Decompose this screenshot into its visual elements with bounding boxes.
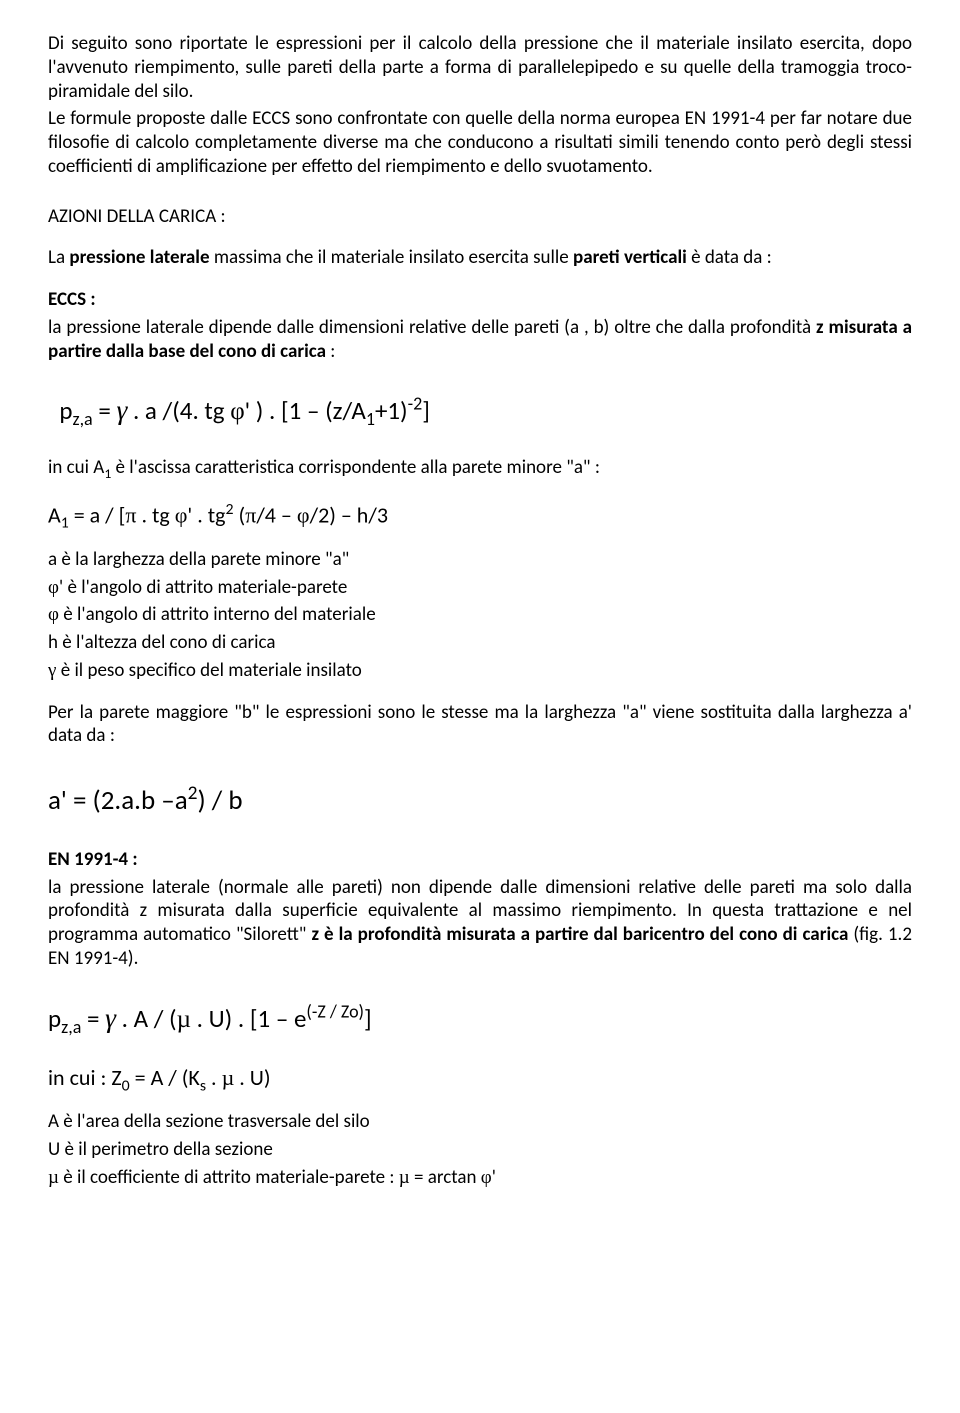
formula-text: ]	[364, 1003, 372, 1034]
formula-text: . A / (	[116, 1003, 177, 1034]
mu-symbol: µ	[177, 1006, 191, 1033]
formula-sup: -2	[408, 393, 423, 415]
eccs-bwall-paragraph: Per la parete maggiore "b" le espression…	[48, 701, 912, 749]
formula-p: p	[48, 1003, 61, 1034]
formula-text: in cui : Z	[48, 1064, 122, 1091]
text-fragment: massima che il materiale insilato eserci…	[210, 246, 573, 269]
text-fragment: è l'angolo di attrito interno del materi…	[59, 603, 376, 626]
formula-sup: (-Z / Zo)	[306, 1000, 364, 1022]
text-bold: pareti verticali	[573, 246, 687, 269]
formula-text: /4 –	[256, 502, 297, 529]
eccs-def-phiprime: φ' è l'angolo di attrito materiale-paret…	[48, 576, 912, 600]
section-title: AZIONI DELLA CARICA :	[48, 205, 912, 229]
phi-symbol: φ	[481, 1167, 492, 1188]
eccs-def-gamma: γ è il peso specifico del materiale insi…	[48, 659, 912, 683]
formula-sub: 1	[61, 514, 69, 533]
en1991-pza-formula: pz,a = γ . A / (µ . U) . [1 – e(-Z / Zo)…	[48, 999, 912, 1040]
text-fragment: :	[326, 340, 335, 363]
text-bold: EN 1991-4 :	[48, 848, 138, 871]
eccs-pza-formula: pz,a = γ . a /(4. tg φ' ) . [1 – (z/A1+1…	[48, 391, 912, 432]
formula-text: ' . tg	[187, 502, 225, 529]
eccs-label: ECCS :	[48, 288, 912, 312]
eccs-def-h: h è l'altezza del cono di carica	[48, 631, 912, 655]
intro-paragraph-2: Le formule proposte dalle ECCS sono conf…	[48, 107, 912, 178]
phi-symbol: φ	[175, 503, 188, 528]
intro-paragraph-1: Di seguito sono riportate le espressioni…	[48, 32, 912, 103]
formula-eq: =	[93, 395, 117, 426]
formula-text: . U) . [1 – e	[191, 1003, 306, 1034]
en1991-def-a: A è l'area della sezione trasversale del…	[48, 1110, 912, 1134]
formula-sup: 2	[188, 781, 198, 805]
formula-text: . U)	[234, 1064, 270, 1091]
phi-symbol: φ	[48, 577, 59, 598]
formula-text: A	[48, 502, 61, 529]
lateral-pressure-intro: La pressione laterale massima che il mat…	[48, 246, 912, 270]
formula-sub: 0	[122, 1076, 130, 1095]
formula-text: a' = (2.a.b –a	[48, 784, 188, 817]
formula-sub: 1	[366, 408, 375, 430]
en1991-def-u: U è il perimetro della sezione	[48, 1138, 912, 1162]
formula-text: . tg	[137, 502, 175, 529]
text-fragment: è l'ascissa caratteristica corrispondent…	[111, 456, 600, 479]
gamma-symbol: γ	[105, 1002, 116, 1033]
pi-symbol: π	[125, 503, 136, 528]
en1991-z0-formula: in cui : Z0 = A / (Ks . µ . U)	[48, 1064, 912, 1096]
eccs-aprime-formula: a' = (2.a.b –a2) / b	[48, 780, 912, 820]
formula-text: = A / (K	[130, 1064, 200, 1091]
formula-text: +1)	[375, 395, 408, 426]
eccs-a1-formula: A1 = a / [π . tg φ' . tg2 (π/4 – φ/2) – …	[48, 500, 912, 534]
text-fragment: la pressione laterale dipende dalle dime…	[48, 316, 816, 339]
formula-text: ) / b	[198, 784, 243, 817]
formula-text: /2) – h/3	[310, 502, 388, 529]
formula-text: = a / [	[69, 502, 126, 529]
mu-symbol: µ	[48, 1167, 59, 1188]
mu-symbol: µ	[399, 1167, 410, 1188]
gamma-symbol: γ	[116, 394, 127, 425]
formula-sub: z,a	[61, 1016, 81, 1038]
text-bold: pressione laterale	[69, 246, 209, 269]
text-fragment: = arctan	[410, 1166, 481, 1189]
text-fragment: è il peso specifico del materiale insila…	[56, 659, 361, 682]
text-bold: ECCS :	[48, 288, 96, 311]
en1991-label: EN 1991-4 :	[48, 848, 912, 872]
eccs-a1-intro: in cui A1 è l'ascissa caratteristica cor…	[48, 456, 912, 482]
text-fragment: ' è l'angolo di attrito materiale-parete	[59, 576, 347, 599]
formula-text: ' ) . [1 – (z/A	[245, 395, 366, 426]
formula-text: .	[206, 1064, 222, 1091]
formula-sub: z,a	[72, 408, 92, 430]
text-fragment: La	[48, 246, 69, 269]
eccs-def-a: a è la larghezza della parete minore "a"	[48, 548, 912, 572]
phi-symbol: φ	[297, 503, 310, 528]
mu-symbol: µ	[222, 1065, 235, 1090]
en1991-description: la pressione laterale (normale alle pare…	[48, 876, 912, 971]
eccs-description: la pressione laterale dipende dalle dime…	[48, 316, 912, 364]
formula-sup: 2	[226, 500, 234, 519]
eccs-def-phi: φ è l'angolo di attrito interno del mate…	[48, 603, 912, 627]
text-fragment: in cui A	[48, 456, 104, 479]
text-fragment: '	[492, 1166, 496, 1189]
formula-text: ]	[422, 395, 430, 426]
text-bold: z è la profondità misurata a partire dal…	[311, 923, 848, 946]
formula-text: . a /(4. tg	[127, 395, 230, 426]
formula-eq: =	[81, 1003, 105, 1034]
formula-text: (	[234, 502, 246, 529]
en1991-def-mu: µ è il coefficiente di attrito materiale…	[48, 1166, 912, 1190]
phi-symbol: φ	[230, 398, 244, 425]
text-fragment: è il coefficiente di attrito materiale-p…	[59, 1166, 399, 1189]
phi-symbol: φ	[48, 604, 59, 625]
pi-symbol: π	[245, 503, 256, 528]
text-fragment: è data da :	[687, 246, 772, 269]
formula-p: p	[59, 395, 72, 426]
